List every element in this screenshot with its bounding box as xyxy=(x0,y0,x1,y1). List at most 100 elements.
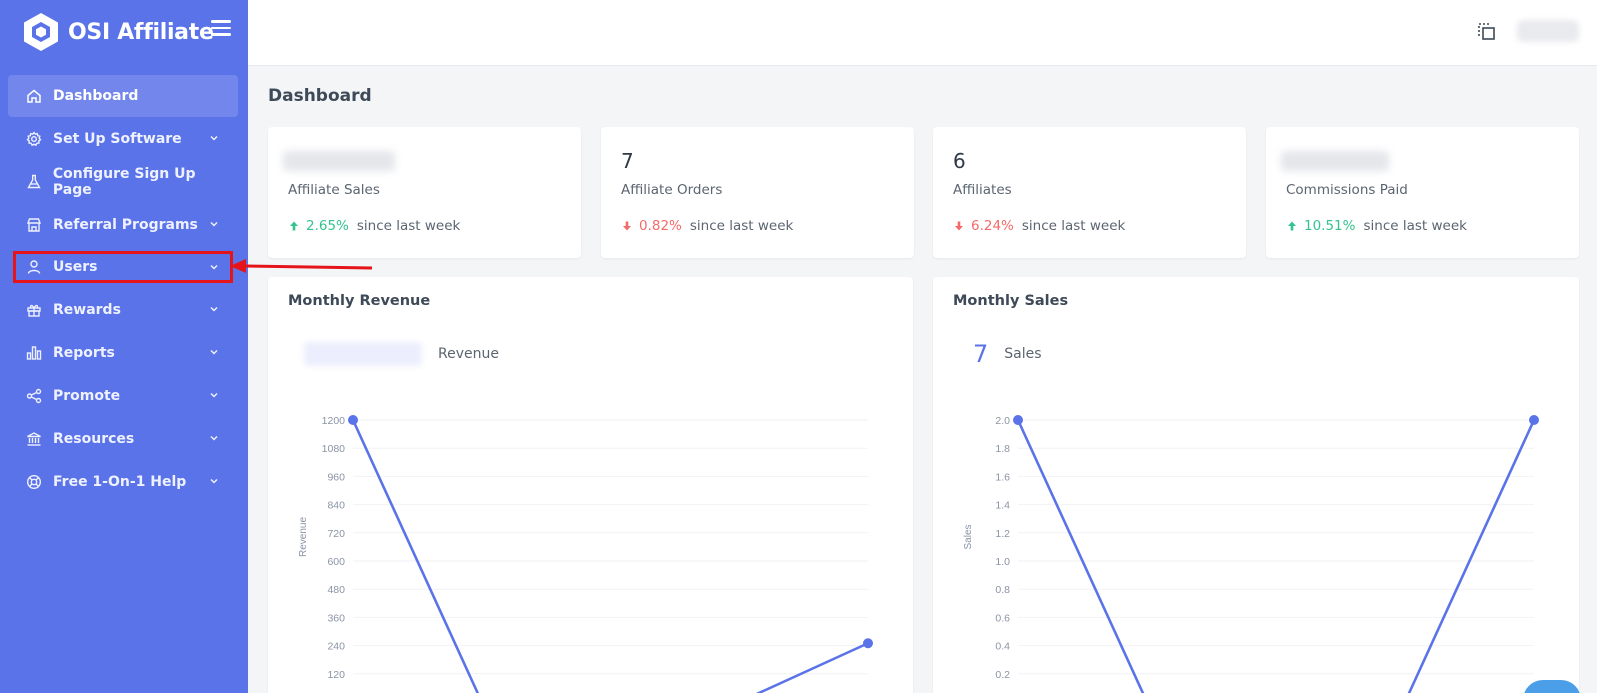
stat-change-percent: 10.51% xyxy=(1304,218,1356,234)
fullscreen-icon[interactable] xyxy=(1477,22,1497,42)
user-menu[interactable] xyxy=(1517,20,1579,42)
stat-change: 6.24% since last week xyxy=(953,218,1125,234)
stat-change-since: since last week xyxy=(1363,218,1467,234)
y-tick-label: 1.6 xyxy=(995,471,1010,483)
data-point[interactable] xyxy=(1013,415,1023,425)
chat-widget-button[interactable] xyxy=(1523,680,1581,693)
series-line xyxy=(1016,419,1536,693)
data-point[interactable] xyxy=(348,415,358,425)
bar-chart-icon xyxy=(25,344,43,362)
stat-label: Affiliate Orders xyxy=(621,182,723,198)
sidebar: OSI Affiliate Dashboard Set Up Software … xyxy=(0,0,248,693)
chevron-down-icon xyxy=(210,135,218,141)
sidebar-item-label: Set Up Software xyxy=(53,131,182,147)
stat-card-affiliates: 6 Affiliates 6.24% since last week xyxy=(933,127,1246,258)
stat-value-redacted xyxy=(1281,151,1389,171)
chart-summary-label: Revenue xyxy=(438,346,499,362)
y-tick-label: 1.2 xyxy=(995,528,1010,540)
sidebar-item-set-up-software[interactable]: Set Up Software xyxy=(8,118,238,160)
page-title: Dashboard xyxy=(268,86,372,106)
y-tick-label: 1200 xyxy=(322,415,346,427)
share-icon xyxy=(25,387,43,405)
chevron-down-icon xyxy=(210,349,218,355)
menu-toggle-icon[interactable] xyxy=(211,20,231,38)
stat-change-since: since last week xyxy=(689,218,794,234)
sidebar-item-dashboard[interactable]: Dashboard xyxy=(8,75,238,117)
arrow-down-icon xyxy=(955,221,963,231)
stat-card-commissions-paid: Commissions Paid 10.51% since last week xyxy=(1266,127,1579,258)
y-tick-label: 120 xyxy=(327,669,345,681)
chart-summary: 7 Sales xyxy=(953,339,1042,369)
y-tick-label: 2.0 xyxy=(995,415,1010,427)
bank-icon xyxy=(25,430,43,448)
store-icon xyxy=(25,216,43,234)
y-tick-label: 1.4 xyxy=(995,500,1010,512)
data-point[interactable] xyxy=(1529,415,1539,425)
y-tick-label: 0.4 xyxy=(995,641,1010,653)
chevron-down-icon xyxy=(210,392,218,398)
chart-summary-label: Sales xyxy=(1004,346,1042,362)
sidebar-item-label: Rewards xyxy=(53,302,121,318)
lifebuoy-icon xyxy=(25,473,43,491)
chart-summary: Revenue xyxy=(288,339,499,369)
home-icon xyxy=(25,87,43,105)
y-tick-label: 960 xyxy=(327,471,345,483)
chart-summary-value: 7 xyxy=(973,340,989,368)
y-tick-label: 240 xyxy=(327,641,345,653)
arrow-up-icon xyxy=(1288,221,1296,231)
sidebar-item-referral-programs[interactable]: Referral Programs xyxy=(8,204,238,246)
stat-change-since: since last week xyxy=(1021,218,1126,234)
sidebar-item-users[interactable]: Users xyxy=(13,251,233,283)
y-tick-label: 1080 xyxy=(322,443,346,455)
sidebar-item-resources[interactable]: Resources xyxy=(8,418,238,460)
y-tick-label: 480 xyxy=(327,584,345,596)
y-tick-label: 1.0 xyxy=(995,556,1010,568)
stat-card-affiliate-sales: Affiliate Sales 2.65% since last week xyxy=(268,127,581,258)
stat-change-percent: 6.24% xyxy=(971,218,1014,234)
sidebar-item-label: Configure Sign Up Page xyxy=(52,166,196,198)
sidebar-item-free-help[interactable]: Free 1-On-1 Help xyxy=(8,461,238,503)
sidebar-item-configure-sign-up-page[interactable]: Configure Sign Up Page xyxy=(8,161,238,203)
chevron-down-icon xyxy=(210,478,218,484)
y-tick-label: 600 xyxy=(327,556,345,568)
stat-change-percent: 0.82% xyxy=(639,218,682,234)
y-tick-label: 360 xyxy=(327,612,345,624)
chart-title: Monthly Revenue xyxy=(288,293,431,309)
stat-card-affiliate-orders: 7 Affiliate Orders 0.82% since last week xyxy=(601,127,914,258)
chart-card-monthly-revenue: Monthly Revenue Revenue 1200 1080 960 840 72… xyxy=(268,277,913,693)
y-tick-label: 720 xyxy=(327,528,345,540)
data-point[interactable] xyxy=(863,638,873,649)
sidebar-nav: Dashboard Set Up Software Configure Sign… xyxy=(8,75,238,504)
sidebar-item-rewards[interactable]: Rewards xyxy=(8,289,238,331)
gear-icon xyxy=(25,130,43,148)
sidebar-item-label: Free 1-On-1 Help xyxy=(53,474,187,490)
sidebar-item-label: Promote xyxy=(53,388,121,404)
sidebar-item-reports[interactable]: Reports xyxy=(8,332,238,374)
stat-value: 7 xyxy=(621,149,634,173)
y-tick-label: 0.2 xyxy=(995,669,1010,681)
stat-change: 0.82% since last week xyxy=(621,218,793,234)
chart-card-monthly-sales: Monthly Sales 7 Sales 2.0 1.8 1.6 1.4 1.2 1.0… xyxy=(933,277,1579,693)
stat-change: 10.51% since last week xyxy=(1286,218,1467,234)
series-line xyxy=(351,419,869,693)
chevron-down-icon xyxy=(210,435,218,441)
chevron-down-icon xyxy=(210,221,218,227)
y-tick-label: 0.8 xyxy=(995,584,1010,596)
sidebar-item-label: Referral Programs xyxy=(53,217,198,233)
sidebar-item-label: Reports xyxy=(53,345,115,361)
arrow-down-icon xyxy=(623,221,631,231)
stat-change-since: since last week xyxy=(356,218,461,234)
stat-value-redacted xyxy=(283,151,395,171)
sidebar-item-promote[interactable]: Promote xyxy=(8,375,238,417)
flask-icon xyxy=(25,173,43,191)
stat-label: Commissions Paid xyxy=(1286,182,1408,198)
revenue-total-redacted xyxy=(304,342,422,366)
brand-logo[interactable]: OSI Affiliate xyxy=(22,12,214,52)
stat-label: Affiliate Sales xyxy=(288,182,380,198)
stat-change: 2.65% since last week xyxy=(288,218,460,234)
top-bar xyxy=(248,0,1597,66)
chevron-down-icon xyxy=(210,264,218,270)
sidebar-item-label: Dashboard xyxy=(53,88,139,104)
y-tick-label: 840 xyxy=(327,500,345,512)
y-tick-label: 1.8 xyxy=(995,443,1010,455)
